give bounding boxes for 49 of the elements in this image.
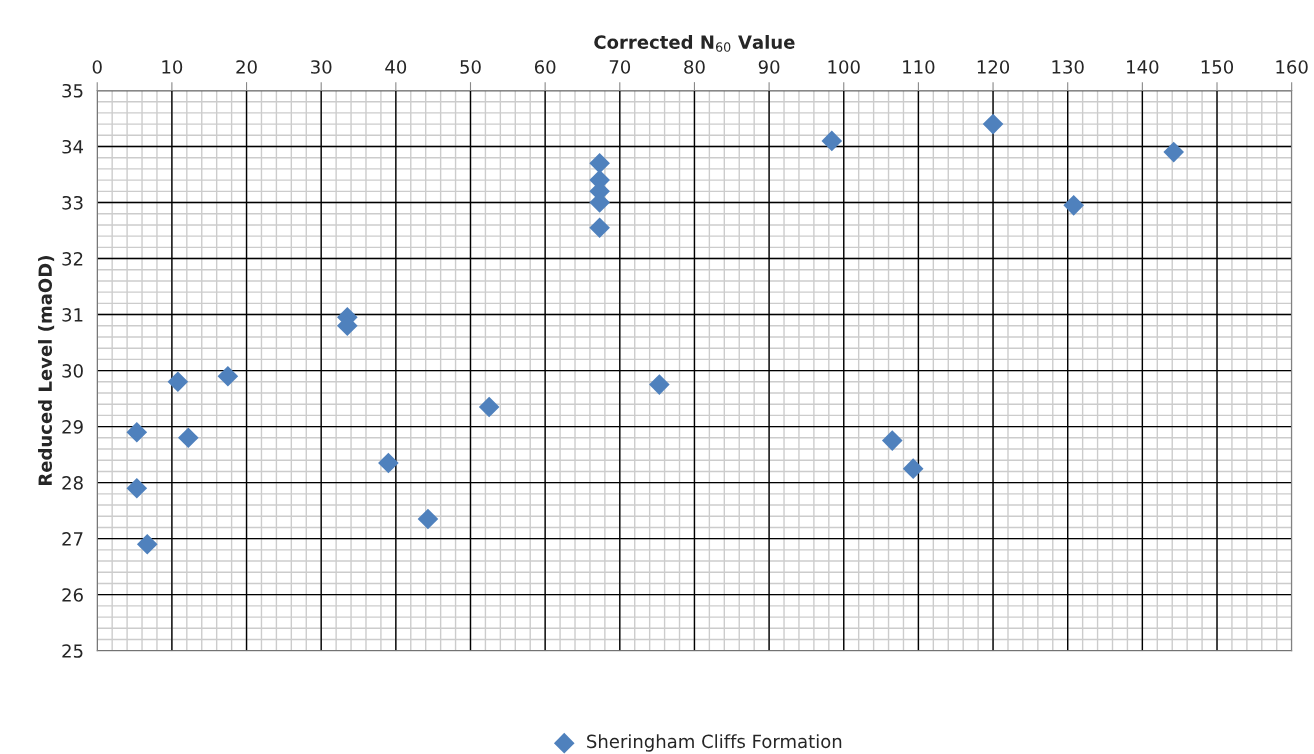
- x-tick-label: 150: [1201, 60, 1234, 74]
- point: [167, 371, 189, 393]
- x-tick-label: 50: [460, 60, 481, 74]
- point: [178, 427, 199, 449]
- x-tick-label: 70: [609, 60, 631, 74]
- x-tick-label: 130: [1052, 60, 1084, 74]
- point: [902, 458, 924, 479]
- x-tick-label: 0: [92, 60, 102, 74]
- x-tick-label: 90: [758, 60, 780, 74]
- point: [821, 130, 843, 152]
- x-tick-label: 140: [1127, 60, 1159, 74]
- point: [982, 113, 1004, 135]
- x-tick-label: 110: [903, 60, 935, 74]
- x-tick-label: 10: [162, 60, 183, 74]
- y-tick-label: 30: [62, 364, 83, 378]
- x-tick-label: 30: [311, 60, 332, 74]
- x-tick-label: 40: [385, 60, 407, 74]
- point: [136, 533, 158, 555]
- point: [649, 374, 670, 395]
- point: [378, 452, 399, 474]
- y-tick-label: 29: [62, 420, 83, 434]
- y-tick-label: 26: [62, 588, 83, 602]
- y-tick-label: 34: [62, 139, 84, 154]
- legend-label: Sheringham Cliffs Formation: [587, 734, 842, 752]
- point: [881, 430, 903, 451]
- point: [589, 153, 610, 174]
- y-tick-label: 28: [62, 476, 83, 490]
- x-tick-label: 100: [828, 60, 860, 74]
- y-tick-label: 33: [62, 195, 83, 210]
- x-tick-label: 120: [977, 60, 1010, 74]
- y-axis-title: Reduced Level (maOD): [38, 256, 55, 486]
- y-tick-label: 25: [62, 644, 83, 658]
- point: [478, 396, 500, 418]
- point: [1163, 141, 1185, 163]
- point: [126, 477, 148, 499]
- point: [417, 508, 439, 530]
- y-tick-label: 35: [62, 83, 83, 98]
- point: [1063, 195, 1084, 216]
- y-tick-label: 27: [62, 532, 83, 546]
- point: [589, 217, 610, 239]
- y-tick-label: 31: [62, 308, 83, 322]
- x-axis-title: Corrected N$_{60}$ Value: [594, 34, 795, 52]
- x-tick-label: 20: [236, 60, 257, 74]
- y-tick-label: 32: [62, 252, 83, 266]
- x-tick-label: 60: [534, 60, 556, 74]
- point: [217, 365, 239, 387]
- x-tick-label: 160: [1276, 60, 1308, 74]
- point: [126, 421, 148, 443]
- x-tick-label: 80: [684, 60, 705, 74]
